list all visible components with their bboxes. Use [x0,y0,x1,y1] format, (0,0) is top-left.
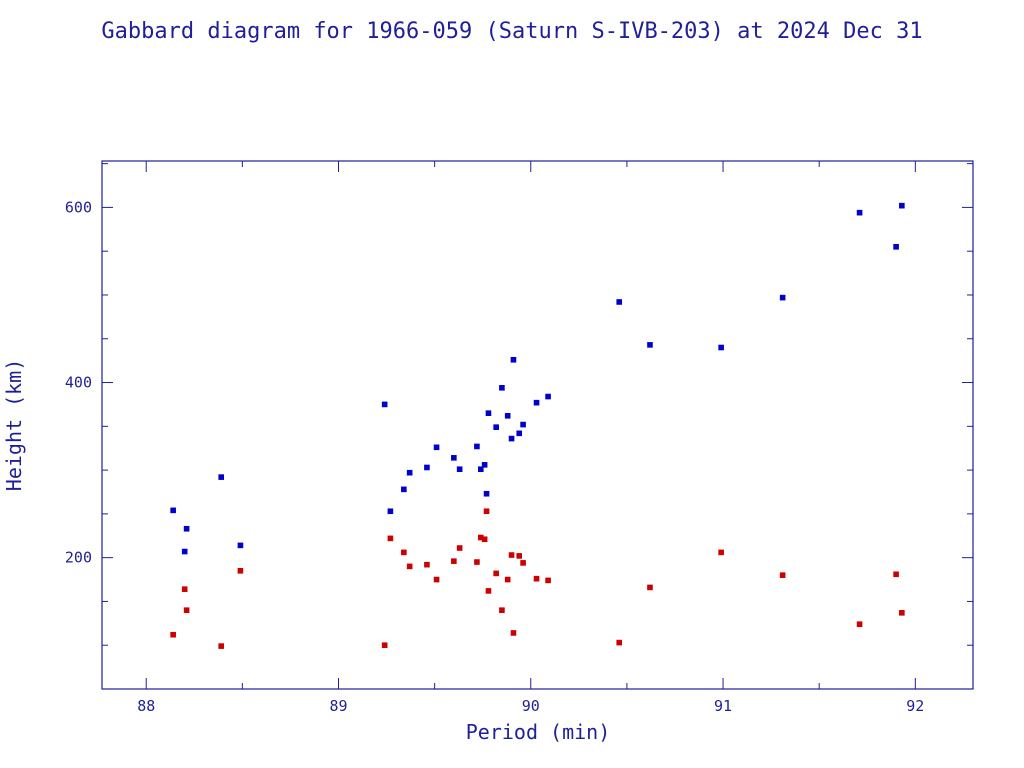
perigee-point [387,535,394,542]
apogee-point [504,413,511,419]
apogee-point [899,202,905,209]
perigee-point [170,631,176,638]
apogee-point [401,486,407,493]
apogee-point [485,410,492,416]
apogee-point [779,294,786,301]
apogee-point [181,548,188,555]
perigee-point [647,584,653,591]
perigee-point [456,545,463,551]
plot-frame [101,160,974,690]
perigee-point [381,642,388,649]
perigee-point [218,643,225,649]
perigee-point [401,549,407,556]
apogee-point [516,430,523,437]
perigee-point [510,630,517,636]
apogee-point [218,474,225,480]
perigee-point [499,607,505,613]
x-tick-label: 92 [906,697,924,715]
apogee-point [493,424,499,430]
perigee-point [504,576,511,583]
apogee-point [451,455,457,461]
perigee-point [718,549,724,556]
perigee-point [520,560,526,566]
perigee-point [533,575,540,582]
x-axis-label: Period (min) [466,720,611,744]
apogee-point [545,393,551,400]
perigee-point [616,639,623,646]
x-tick-label: 88 [137,697,155,715]
apogee-point [856,209,863,216]
apogee-point [647,342,653,348]
x-tick-label: 89 [329,697,347,715]
apogee-point [477,466,484,473]
x-axis-tick-labels: 88 89 90 91 92 [137,697,924,715]
perigee-point [183,607,190,613]
perigee-point [433,576,440,583]
x-axis-ticks [145,161,916,689]
apogee-point [381,401,388,408]
perigee-point [237,567,244,574]
apogee-point [520,421,526,428]
x-tick-label: 91 [714,697,732,715]
apogee-point [387,508,394,515]
perigee-point [545,577,551,584]
perigee-point [481,536,488,543]
apogee-point [433,444,440,451]
apogee-point [483,490,490,497]
apogee-point [424,464,430,471]
apogee-point [183,525,190,532]
y-axis-label: Height (km) [2,359,26,491]
perigee-point [181,586,188,592]
data-points [170,202,905,649]
apogee-point [406,469,413,476]
perigee-point [779,572,786,578]
apogee-point [499,384,505,391]
perigee-point [856,621,863,628]
perigee-point [474,559,480,565]
apogee-point [237,542,244,549]
perigee-point [516,553,523,559]
perigee-point [483,508,490,515]
perigee-point [424,561,430,568]
apogee-point [508,435,515,442]
y-tick-label: 400 [65,374,92,392]
apogee-point [474,443,480,450]
perigee-point [899,610,905,616]
perigee-point [893,571,899,578]
apogee-point [616,299,623,305]
perigee-point [485,588,492,594]
chart-title: Gabbard diagram for 1966-059 (Saturn S-I… [101,19,922,44]
y-axis-ticks [102,163,973,690]
y-tick-label: 200 [65,549,92,567]
apogee-point [893,244,899,250]
y-tick-label: 600 [65,198,92,216]
perigee-point [493,570,499,577]
y-axis-tick-labels: 200 400 600 [65,198,92,566]
apogee-point [510,356,517,363]
apogee-point [456,466,463,473]
apogee-point [481,462,488,468]
perigee-point [508,552,515,558]
apogee-point [533,399,540,406]
x-tick-label: 90 [522,697,540,715]
apogee-point [718,344,724,351]
perigee-point [406,563,413,570]
apogee-point [170,507,176,514]
perigee-point [451,558,457,564]
